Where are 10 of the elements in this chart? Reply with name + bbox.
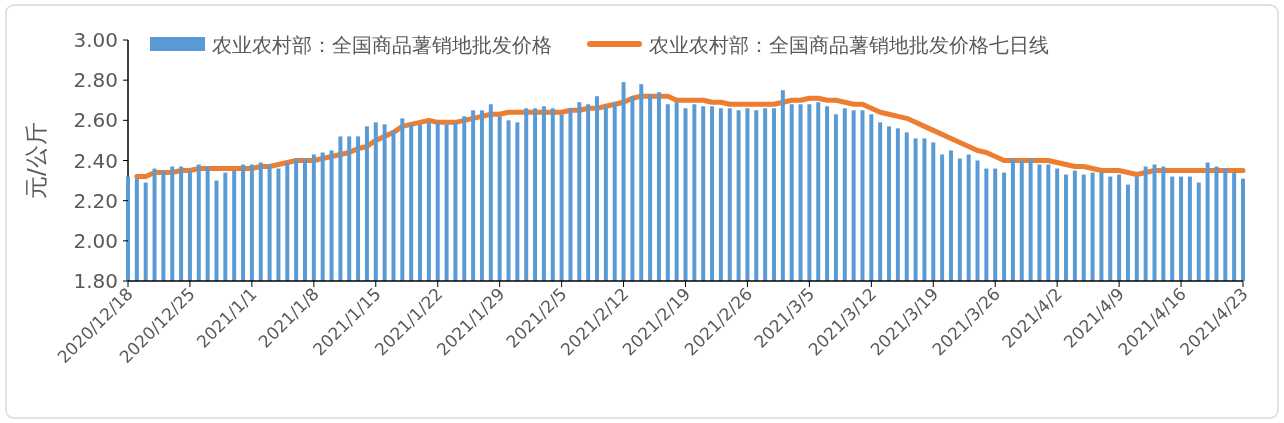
y-tick-label: 3.00 — [73, 28, 118, 52]
y-tick-label: 2.20 — [73, 188, 118, 213]
y-tick-label: 1.80 — [73, 269, 118, 293]
y-tick-label: 2.60 — [73, 108, 118, 133]
y-tick-label: 2.40 — [73, 148, 118, 173]
y-tick-label: 2.80 — [73, 68, 118, 93]
legend-label: 农业农村部：全国商品薯销地批发价格 — [212, 33, 552, 57]
y-axis-title: 元/公斤 — [23, 122, 49, 199]
legend-label: 农业农村部：全国商品薯销地批发价格七日线 — [649, 33, 1049, 57]
y-tick-label: 2.00 — [73, 228, 118, 253]
